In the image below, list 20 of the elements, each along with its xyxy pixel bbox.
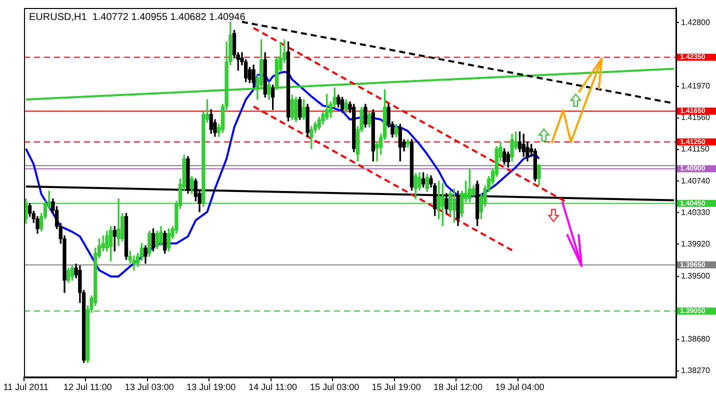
chart-title: EURUSD,H1 1.40772 1.40955 1.40682 1.40946 — [29, 12, 246, 23]
y-tick-label: 1.41970 — [681, 82, 710, 91]
x-tick-label: 11 Jul 2011 — [3, 382, 49, 392]
y-tick-label: 1.40330 — [681, 208, 710, 217]
x-tick-label: 14 Jul 11:00 — [248, 382, 298, 392]
y-tick-label: 1.42800 — [681, 18, 710, 27]
y-tick-label: 1.41150 — [681, 144, 710, 154]
x-tick-label: 19 Jul 04:00 — [495, 382, 544, 392]
x-tick-label: 18 Jul 12:00 — [434, 382, 483, 392]
x-tick-label: 12 Jul 11:00 — [63, 382, 112, 392]
y-tick-label: 1.38680 — [681, 334, 710, 344]
x-tick-label: 15 Jul 03:00 — [310, 382, 360, 392]
y-tick-label: 1.38270 — [681, 366, 710, 376]
y-tick-label: 1.39920 — [681, 239, 710, 248]
y-tick-label: 1.39500 — [681, 272, 710, 281]
x-tick-label: 15 Jul 19:00 — [372, 382, 421, 392]
x-tick-label: 13 Jul 03:00 — [124, 382, 174, 392]
y-tick-label: 1.41560 — [681, 113, 710, 122]
x-tick-label: 13 Jul 19:00 — [186, 382, 236, 392]
y-tick-label: 1.40740 — [681, 176, 710, 186]
